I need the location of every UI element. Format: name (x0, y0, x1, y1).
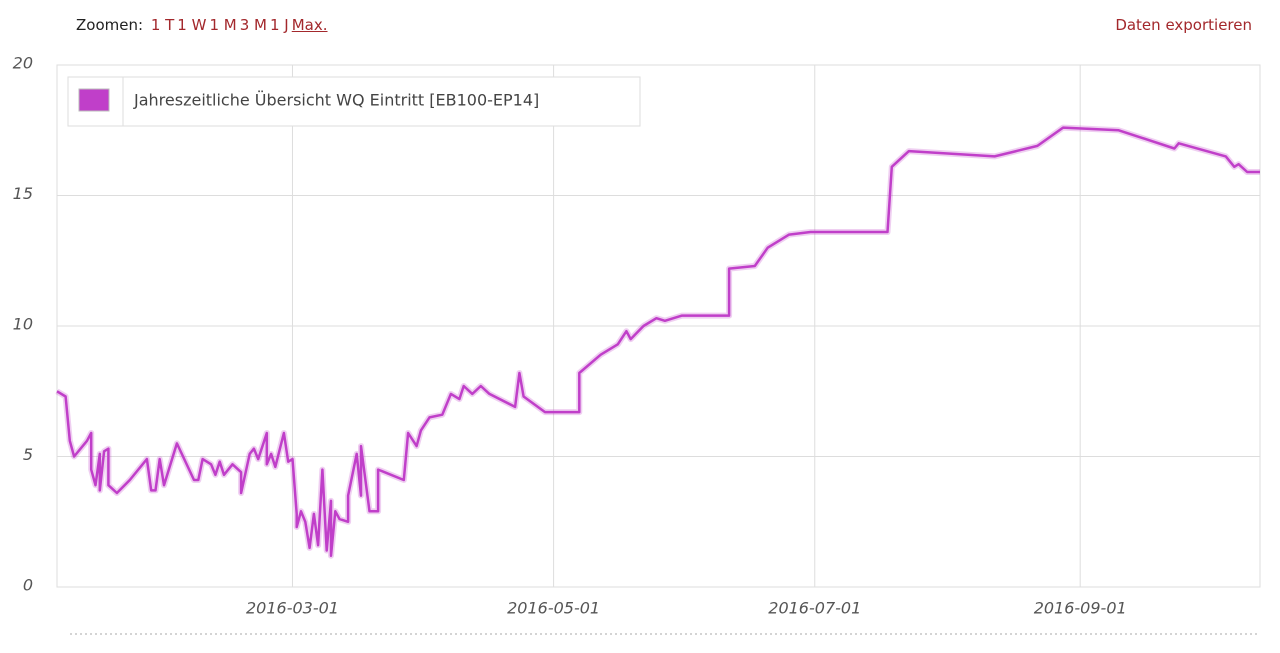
y-tick-label: 15 (13, 184, 33, 203)
x-tick-label: 2016-09-01 (1034, 599, 1127, 618)
zoom-label: Zoomen: (76, 16, 144, 34)
line (56, 126, 1260, 557)
legend-box (67, 76, 641, 127)
x-tick-label: 2016-05-01 (507, 599, 600, 618)
x-tick-label: 2016-03-01 (246, 599, 339, 618)
zoom-option[interactable]: 1 T (150, 16, 175, 34)
zoom-option[interactable]: 3 M (239, 16, 267, 34)
x-tick-label: 2016-07-01 (768, 599, 861, 618)
zoom-option[interactable]: Max. (291, 16, 328, 34)
zoom-option[interactable]: 1 J (269, 16, 289, 34)
export-link[interactable]: Daten exportieren (1115, 16, 1252, 34)
line-glow (55, 124, 1260, 559)
zoom-option[interactable]: 1 M (209, 16, 237, 34)
y-tick-label: 20 (13, 54, 33, 73)
zoom-option[interactable]: 1 W (177, 16, 207, 34)
legend-label: Jahreszeitliche Übersicht WQ Eintritt [E… (133, 91, 539, 110)
legend-swatch (78, 88, 110, 112)
y-tick-label: 0 (23, 576, 33, 595)
y-tick-label: 5 (23, 445, 33, 464)
y-tick-label: 10 (13, 315, 33, 334)
